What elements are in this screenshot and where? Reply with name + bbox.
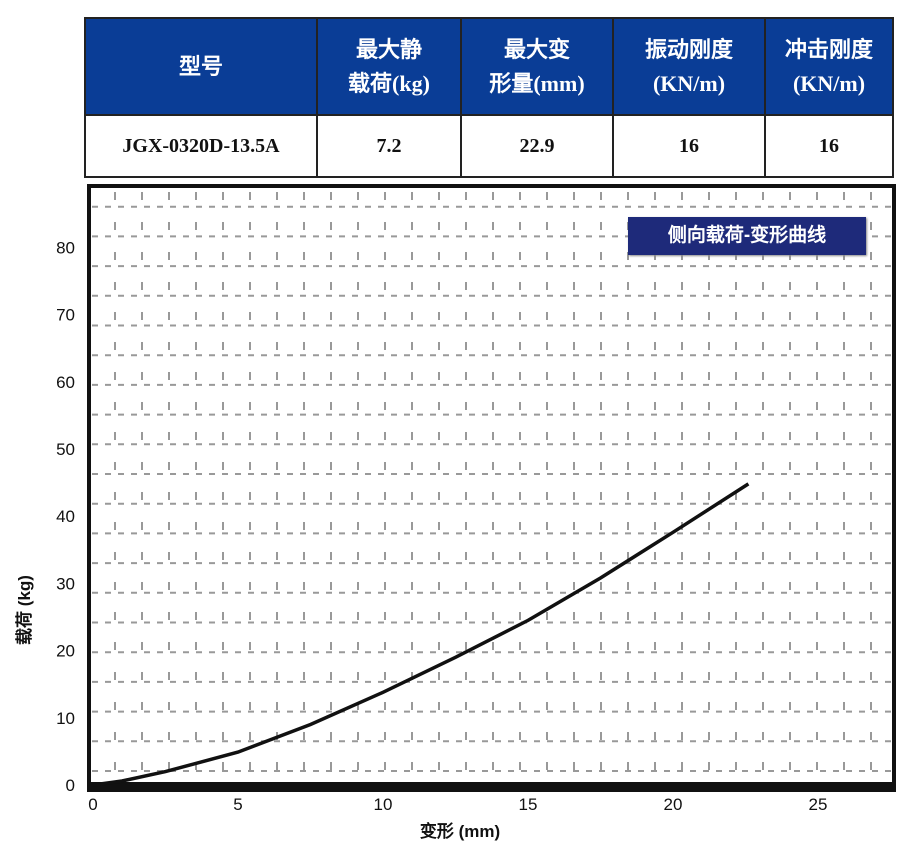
plot-frame	[87, 184, 896, 792]
x-tick-label: 5	[233, 795, 242, 814]
header-vibration-stiffness: 振动刚度 (KN/m)	[612, 17, 766, 116]
chart-title-box: 侧向载荷-变形曲线	[628, 217, 866, 255]
header-max-deformation: 最大变形量(mm)	[460, 17, 614, 116]
y-axis-label: 载荷 (kg)	[14, 575, 34, 645]
x-tick-label: 25	[809, 795, 828, 814]
y-tick-label: 30	[56, 574, 75, 593]
header-text: 最大静	[355, 36, 422, 62]
x-tick-label: 15	[519, 795, 538, 814]
y-tick-label: 40	[56, 507, 75, 526]
cell-max-deformation: 22.9	[460, 114, 614, 178]
load-deformation-chart: 0 5 10 15 20 25 0 10 20 30 40 50 60 70 80 变形 (mm) 载荷 (…	[14, 184, 896, 841]
y-tick-label: 60	[56, 373, 75, 392]
header-text: (KN/m)	[652, 70, 726, 96]
y-tick-label: 50	[56, 440, 75, 459]
spec-table: 型号 最大静载荷(kg) 最大变形量(mm) 振动刚度 (KN/m) 冲击刚度 (K…	[84, 17, 894, 178]
header-text: 振动刚度	[644, 36, 733, 62]
tick-labels: 0 5 10 15 20 25 0 10 20 30 40 50 60 70 80	[56, 238, 827, 814]
header-text: 冲击刚度	[784, 36, 873, 62]
header-max-load: 最大静载荷(kg)	[316, 17, 462, 116]
grid	[92, 192, 892, 780]
header-model: 型号	[84, 17, 318, 116]
x-axis-label: 变形 (mm)	[420, 821, 500, 841]
header-text: 载荷(kg)	[348, 70, 430, 96]
header-text: 型号	[178, 53, 223, 79]
header-impact-stiffness: 冲击刚度 (KN/m)	[764, 17, 894, 116]
table-header-row: 型号 最大静载荷(kg) 最大变形量(mm) 振动刚度 (KN/m) 冲击刚度 (K…	[84, 17, 894, 116]
cell-max-load: 7.2	[316, 114, 462, 178]
header-text: (KN/m)	[792, 70, 866, 96]
y-tick-label: 10	[56, 709, 75, 728]
header-text: 形量(mm)	[489, 70, 585, 96]
y-tick-label: 70	[56, 306, 75, 325]
x-tick-label: 0	[88, 795, 97, 814]
series-line	[92, 482, 750, 787]
y-tick-label: 80	[56, 238, 75, 257]
cell-vibration-stiffness: 16	[612, 114, 766, 178]
cell-model: JGX-0320D-13.5A	[84, 114, 318, 178]
table-row: JGX-0320D-13.5A 7.2 22.9 16 16	[84, 114, 894, 178]
cell-impact-stiffness: 16	[764, 114, 894, 178]
y-tick-label: 20	[56, 642, 75, 661]
y-tick-label: 0	[66, 776, 75, 795]
header-text: 最大变	[503, 36, 570, 62]
x-tick-label: 10	[374, 795, 393, 814]
x-tick-label: 20	[664, 795, 683, 814]
